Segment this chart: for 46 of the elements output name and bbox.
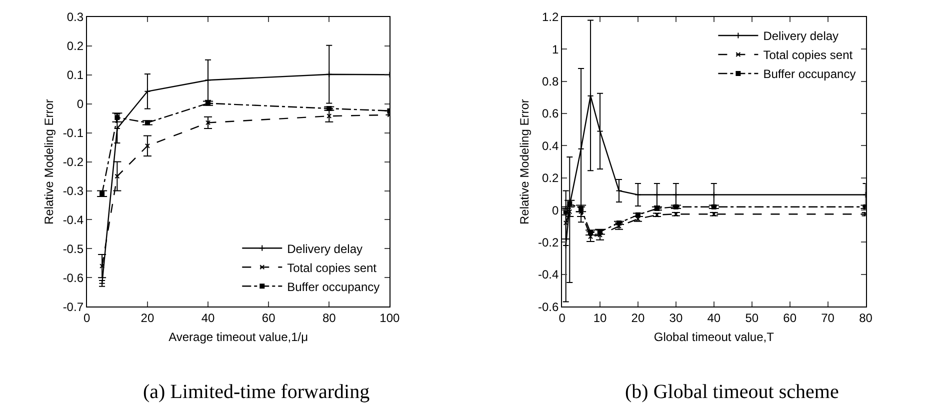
y-tick-label: 0.6 bbox=[542, 106, 559, 121]
x-tick-label: 70 bbox=[821, 311, 835, 325]
y-tick-label: 0 bbox=[552, 203, 559, 218]
x-tick-label: 60 bbox=[262, 311, 276, 325]
y-tick-label: 1.2 bbox=[542, 10, 559, 24]
legend-label: Buffer occupancy bbox=[287, 280, 380, 294]
y-tick-label: -0.1 bbox=[62, 126, 84, 140]
y-tick-label: -0.7 bbox=[62, 300, 84, 314]
y-tick-label: 1 bbox=[552, 42, 559, 56]
x-tick-label: 40 bbox=[707, 311, 721, 325]
x-tick-label: 30 bbox=[669, 311, 683, 325]
x-axis-title: Global timeout value,T bbox=[654, 330, 775, 344]
y-tick-label: 0.8 bbox=[542, 74, 559, 89]
x-tick-label: 80 bbox=[859, 311, 873, 325]
legend-label: Total copies sent bbox=[763, 48, 854, 62]
y-tick-label: -0.4 bbox=[62, 212, 84, 227]
x-axis-title: Average timeout value,1/μ bbox=[168, 330, 308, 344]
text: (b) Global timeout scheme bbox=[625, 381, 839, 403]
y-tick-label: -0.6 bbox=[538, 300, 559, 314]
text: (a) Limited-time forwarding bbox=[143, 381, 370, 403]
y-axis-title: Relative Modeling Error bbox=[517, 99, 532, 224]
y-tick-label: -0.6 bbox=[62, 270, 84, 285]
y-tick-label: -0.5 bbox=[62, 242, 84, 256]
x-tick-label: 10 bbox=[593, 311, 608, 325]
x-tick-label: 60 bbox=[783, 311, 797, 325]
y-tick-label: 0 bbox=[76, 97, 84, 112]
y-tick-label: 0.2 bbox=[66, 39, 84, 54]
y-axis-title: Relative Modeling Error bbox=[42, 99, 56, 224]
y-tick-label: -0.2 bbox=[538, 235, 559, 250]
x-tick-label: 20 bbox=[631, 311, 645, 325]
legend-label: Delivery delay bbox=[287, 242, 363, 256]
y-tick-label: 0.3 bbox=[66, 10, 84, 24]
x-tick-label: 50 bbox=[745, 311, 759, 325]
y-tick-label: 0.1 bbox=[66, 68, 84, 82]
x-tick-label: 100 bbox=[380, 311, 400, 325]
y-tick-label: -0.3 bbox=[62, 184, 84, 198]
y-tick-label: 0.2 bbox=[542, 171, 559, 186]
x-tick-label: 80 bbox=[322, 311, 336, 325]
y-tick-label: -0.4 bbox=[538, 268, 559, 282]
x-tick-label: 20 bbox=[140, 311, 154, 325]
legend-label: Buffer occupancy bbox=[763, 67, 856, 82]
y-tick-label: 0.4 bbox=[542, 138, 559, 153]
legend-label: Delivery delay bbox=[763, 29, 839, 44]
legend-label: Total copies sent bbox=[287, 260, 378, 275]
y-tick-label: -0.2 bbox=[62, 155, 84, 169]
x-tick-label: 40 bbox=[201, 311, 216, 325]
